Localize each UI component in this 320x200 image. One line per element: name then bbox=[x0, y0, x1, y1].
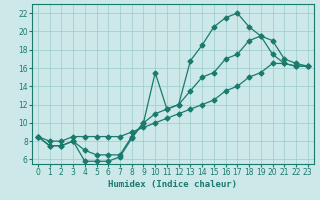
X-axis label: Humidex (Indice chaleur): Humidex (Indice chaleur) bbox=[108, 180, 237, 189]
